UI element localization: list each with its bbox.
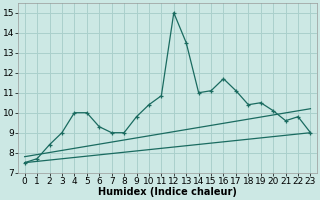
X-axis label: Humidex (Indice chaleur): Humidex (Indice chaleur) (98, 187, 237, 197)
